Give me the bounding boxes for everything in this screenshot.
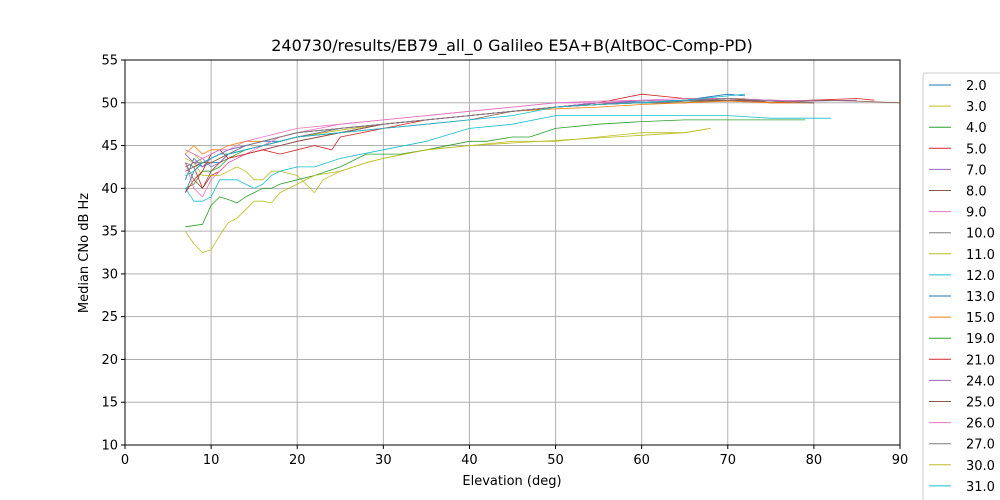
- series-line-30-0: [184, 128, 711, 253]
- y-tick-label: 15: [101, 396, 118, 411]
- x-axis-label: Elevation (deg): [462, 474, 561, 489]
- y-axis-label: Median CNo dB Hz: [77, 193, 92, 313]
- legend-label: 21.0: [966, 353, 995, 368]
- y-tick-label: 20: [101, 353, 118, 368]
- x-tick-label: 90: [892, 453, 909, 468]
- legend-label: 30.0: [966, 459, 995, 474]
- legend-items: 2.0 3.0 4.0 5.0 7.0 8.0 9.0 10.0 11.0 12.0 13.0 15.…: [929, 79, 995, 495]
- legend-label: 27.0: [966, 438, 995, 453]
- x-tick-label: 40: [461, 453, 478, 468]
- y-tick-label: 45: [101, 139, 118, 154]
- plot-area-border: [124, 59, 901, 446]
- series-line-19-0: [185, 119, 806, 228]
- legend-label: 11.0: [966, 248, 995, 263]
- x-tick-label: 30: [375, 453, 392, 468]
- legend-label: 9.0: [966, 206, 987, 221]
- x-tick-label: 0: [121, 453, 129, 468]
- series-line-26-0: [185, 98, 814, 159]
- legend-label: 19.0: [966, 332, 995, 347]
- legend-label: 25.0: [966, 396, 995, 411]
- legend-label: 13.0: [966, 290, 995, 305]
- x-tick-label: 20: [289, 453, 306, 468]
- y-tick-label: 35: [101, 225, 118, 240]
- series-line-11-0: [185, 128, 711, 194]
- legend-label: 26.0: [966, 417, 995, 432]
- x-tick-label: 10: [203, 453, 220, 468]
- legend-label: 31.0: [966, 480, 995, 495]
- legend-label: 2.0: [966, 79, 987, 94]
- legend-label: 10.0: [966, 227, 995, 242]
- y-tick-label: 10: [101, 439, 118, 454]
- x-tick-label: 60: [633, 453, 650, 468]
- y-tick-label: 40: [101, 182, 118, 197]
- x-tick-label: 50: [547, 453, 564, 468]
- y-tick-label: 30: [101, 267, 118, 282]
- legend-label: 7.0: [966, 163, 987, 178]
- series-line-12-0: [184, 115, 832, 202]
- y-tick-label: 55: [101, 54, 118, 69]
- legend-label: 15.0: [966, 311, 995, 326]
- legend-label: 12.0: [966, 269, 995, 284]
- axes-frame: [124, 59, 901, 446]
- x-tick-label: 70: [720, 453, 737, 468]
- legend-label: 8.0: [966, 185, 987, 200]
- legend-label: 5.0: [966, 142, 987, 157]
- legend-box: [922, 72, 1000, 500]
- legend: 2.0 3.0 4.0 5.0 7.0 8.0 9.0 10.0 11.0 12.0 13.0 15.…: [922, 72, 1000, 500]
- y-tick-label: 50: [101, 96, 118, 111]
- y-tick-label: 25: [101, 310, 118, 325]
- series-lines: [184, 93, 901, 253]
- legend-label: 4.0: [966, 121, 987, 136]
- chart-title: 240730/results/EB79_all_0 Galileo E5A+B(…: [271, 36, 753, 56]
- series-line-31-0: [185, 93, 746, 176]
- legend-label: 24.0: [966, 374, 995, 389]
- x-tick-label: 80: [806, 453, 823, 468]
- legend-label: 3.0: [966, 100, 987, 115]
